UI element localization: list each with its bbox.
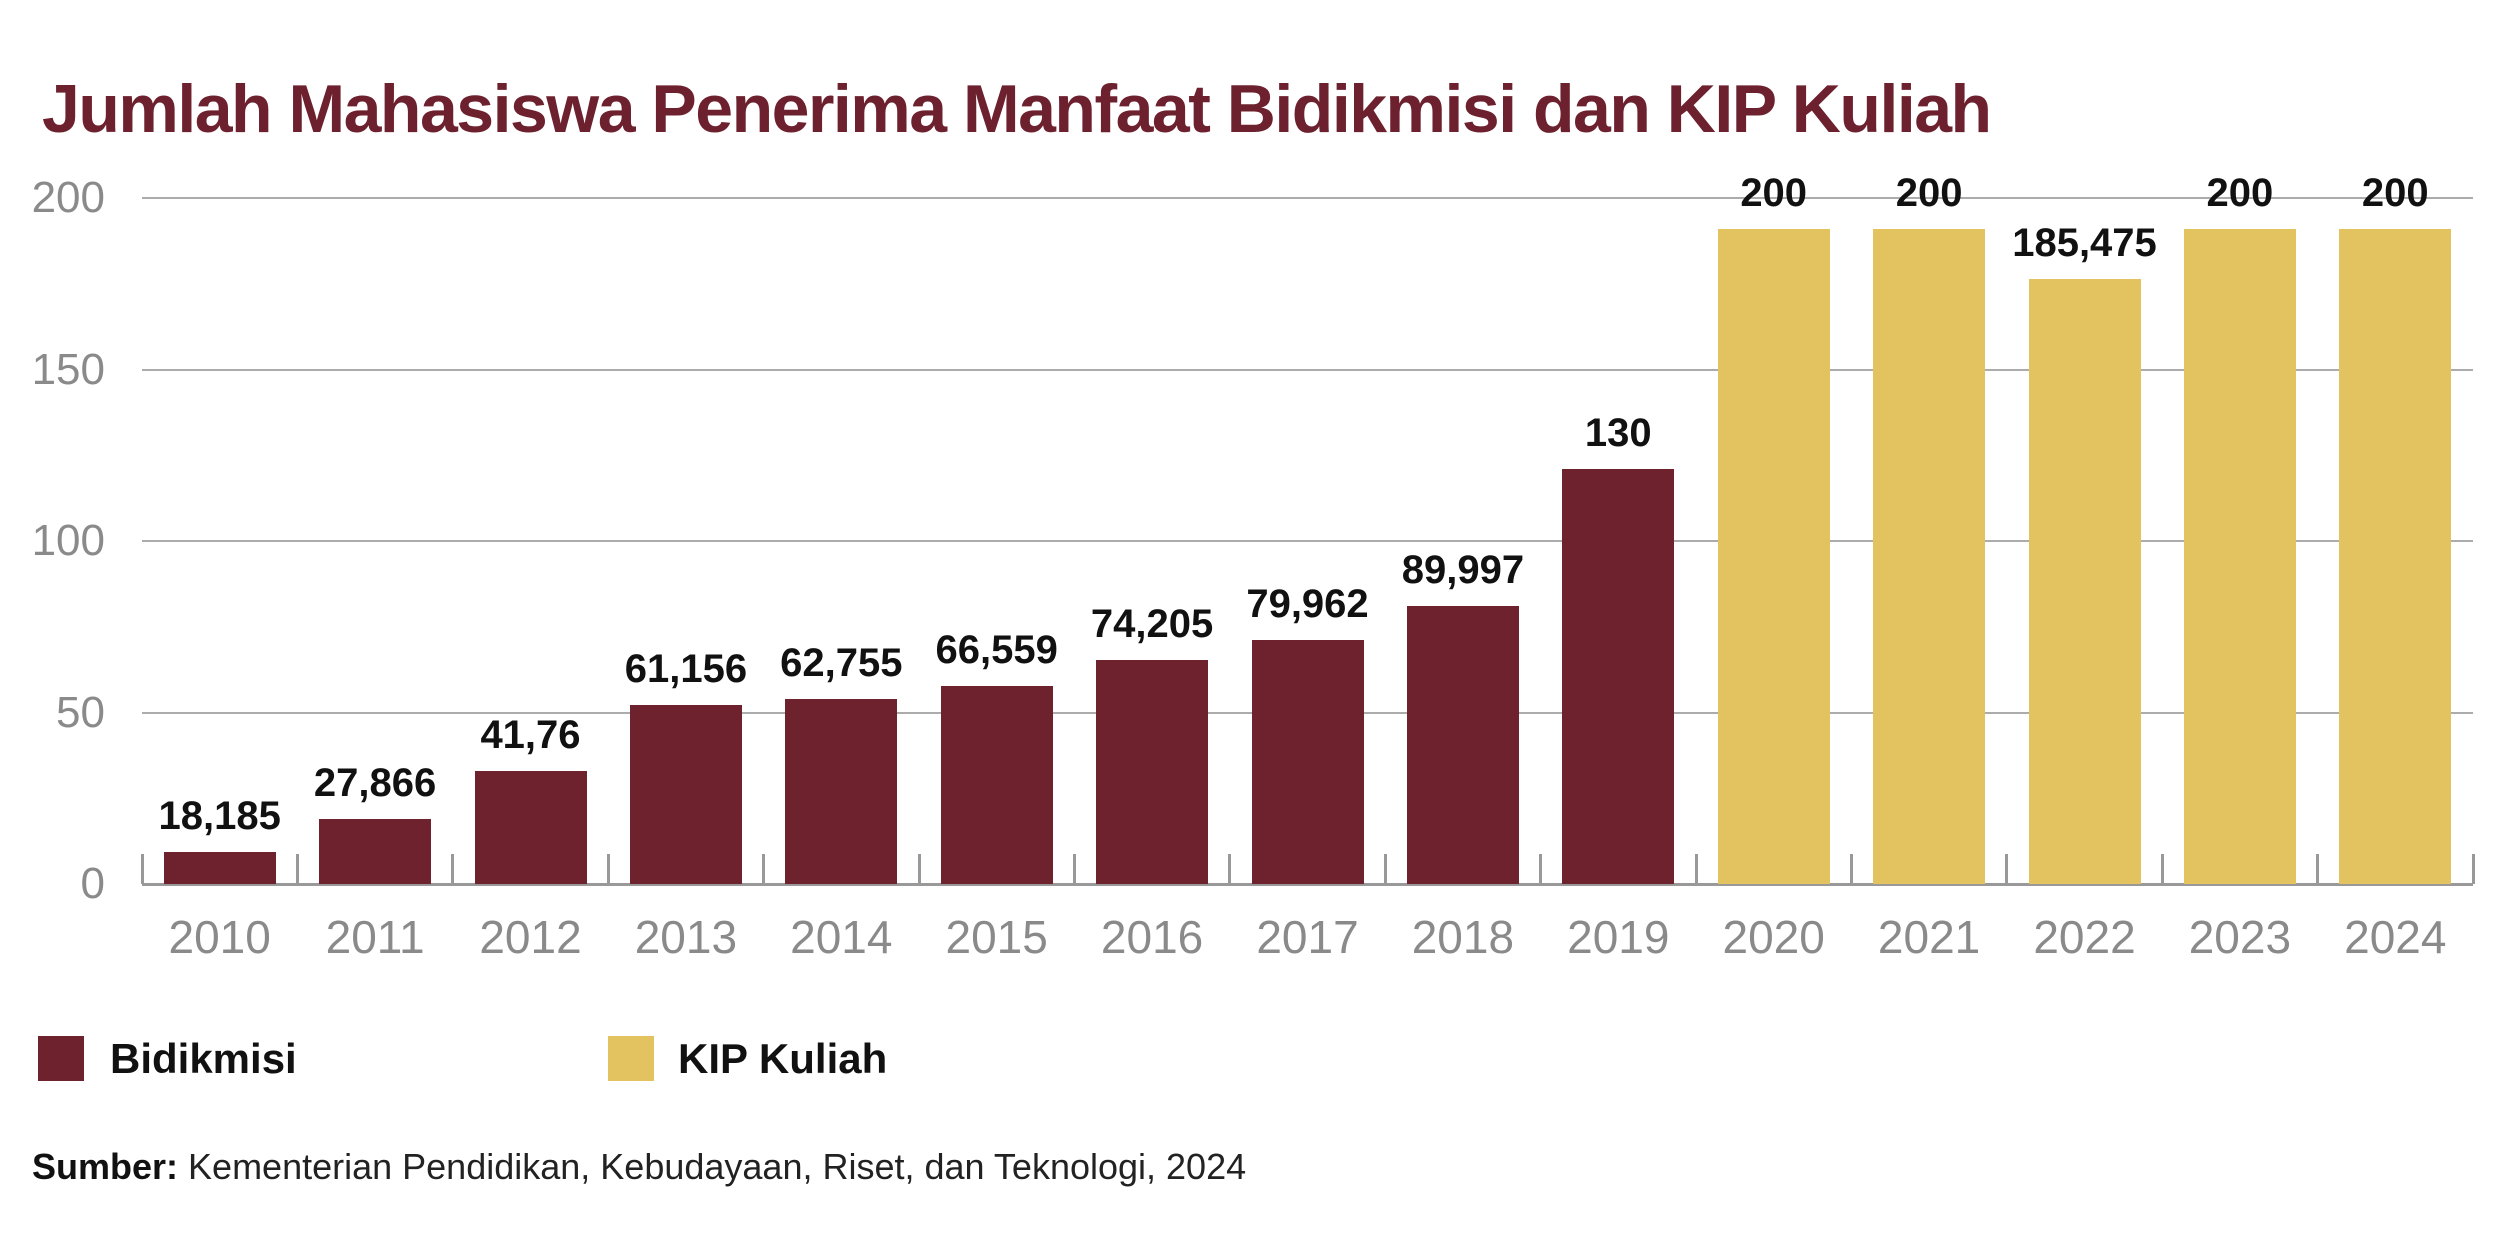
x-axis-year-label-2018: 2018: [1411, 911, 1515, 963]
x-axis-tick: [295, 854, 299, 884]
chart-legend: Bidikmisi KIP Kuliah: [0, 1036, 2508, 1086]
x-axis-tick: [140, 854, 144, 884]
x-axis-tick: [1694, 854, 1698, 884]
bar-2018-bidikmisi: [1406, 606, 1519, 884]
x-axis-tick: [1228, 854, 1232, 884]
legend-label-bidikmisi: Bidikmisi: [110, 1035, 297, 1082]
x-axis-tick: [2005, 854, 2009, 884]
bar-value-label-2015: 66,559: [935, 628, 1058, 673]
source-prefix: Sumber:: [32, 1146, 179, 1187]
bar-2016-bidikmisi: [1096, 660, 1209, 884]
bar-value-label-2021: 200: [1895, 170, 1963, 215]
x-axis-year-label-2014: 2014: [790, 911, 893, 963]
bar-2014-bidikmisi: [785, 699, 898, 884]
bar-2010-bidikmisi: [163, 852, 276, 884]
source-attribution: Sumber: Kementerian Pendidikan, Kebudaya…: [32, 1146, 1246, 1188]
x-axis-tick: [1849, 854, 1853, 884]
bar-value-label-2018: 89,997: [1401, 548, 1525, 593]
x-axis-year-label-2012: 2012: [479, 911, 582, 963]
x-axis-tick: [762, 854, 766, 884]
x-axis-tick: [2160, 854, 2164, 884]
bar-value-label-2014: 62,755: [780, 641, 903, 686]
bar-2013-bidikmisi: [629, 704, 742, 884]
legend-label-kip-kuliah: KIP Kuliah: [678, 1035, 888, 1082]
x-axis-tick: [2316, 854, 2320, 884]
bar-value-label-2013: 61,156: [624, 646, 748, 691]
y-axis-tick-label: 0: [80, 859, 105, 908]
bar-value-label-2012: 41,76: [480, 713, 581, 758]
bar-value-label-2019: 130: [1584, 410, 1652, 455]
legend-swatch-bidikmisi: [38, 1036, 84, 1081]
bar-value-label-2024: 200: [2361, 170, 2429, 215]
bar-2022-kip-kuliah: [2028, 278, 2141, 884]
bar-2021-kip-kuliah: [1873, 228, 1986, 884]
bar-2012-bidikmisi: [474, 771, 587, 884]
bar-value-label-2023: 200: [2206, 170, 2274, 215]
bar-value-label-2022: 185,475: [2012, 220, 2157, 265]
x-axis-year-label-2013: 2013: [634, 911, 738, 963]
bar-value-label-2016: 74,205: [1090, 602, 1214, 647]
x-axis-tick: [1383, 854, 1387, 884]
bar-2017-bidikmisi: [1251, 640, 1364, 884]
x-axis-tick: [1072, 854, 1076, 884]
x-axis-year-label-2016: 2016: [1100, 911, 1204, 963]
bar-2019-bidikmisi: [1562, 468, 1675, 884]
x-axis-year-label-2023: 2023: [2188, 911, 2292, 963]
bar-2015-bidikmisi: [940, 686, 1053, 884]
y-axis-tick-label: 200: [31, 173, 105, 222]
y-gridline-100: [142, 540, 2473, 542]
y-axis-tick-label: 150: [31, 344, 105, 394]
x-axis-year-label-2010: 2010: [168, 911, 271, 963]
bar-value-label-2020: 200: [1740, 170, 1808, 215]
bar-value-label-2017: 79,962: [1246, 582, 1369, 627]
bar-value-label-2010: 18,185: [158, 794, 281, 839]
y-gridline-150: [142, 368, 2473, 371]
x-axis-year-label-2019: 2019: [1567, 911, 1670, 963]
bar-2011-bidikmisi: [319, 819, 432, 884]
x-axis-year-label-2021: 2021: [1877, 911, 1981, 963]
x-axis-year-label-2020: 2020: [1722, 911, 1825, 963]
legend-swatch-kip-kuliah: [608, 1036, 654, 1081]
bar-value-label-2011: 27,866: [313, 761, 437, 806]
bar-2023-kip-kuliah: [2183, 228, 2296, 884]
x-axis-year-label-2011: 2011: [325, 911, 425, 963]
x-axis-tick: [1539, 854, 1543, 884]
x-axis-tick: [2471, 854, 2475, 884]
bar-2020-kip-kuliah: [1717, 228, 1830, 884]
y-gridline-200: [142, 197, 2473, 199]
y-axis-tick-label: 50: [56, 687, 105, 737]
x-axis-tick: [606, 854, 610, 884]
y-axis-tick-label: 100: [31, 516, 105, 565]
bar-2024-kip-kuliah: [2339, 228, 2452, 884]
x-axis-year-label-2022: 2022: [2033, 911, 2136, 963]
x-axis-year-label-2015: 2015: [945, 911, 1048, 963]
source-text: Kementerian Pendidikan, Kebudayaan, Rise…: [178, 1146, 1247, 1187]
x-axis-line: [142, 883, 2473, 886]
x-axis-tick: [917, 854, 921, 884]
x-axis-year-label-2024: 2024: [2344, 911, 2447, 963]
x-axis-tick: [451, 854, 455, 884]
page-title: Jumlah Mahasiswa Penerima Manfaat Bidikm…: [42, 70, 1992, 147]
x-axis-year-label-2017: 2017: [1256, 911, 1359, 963]
